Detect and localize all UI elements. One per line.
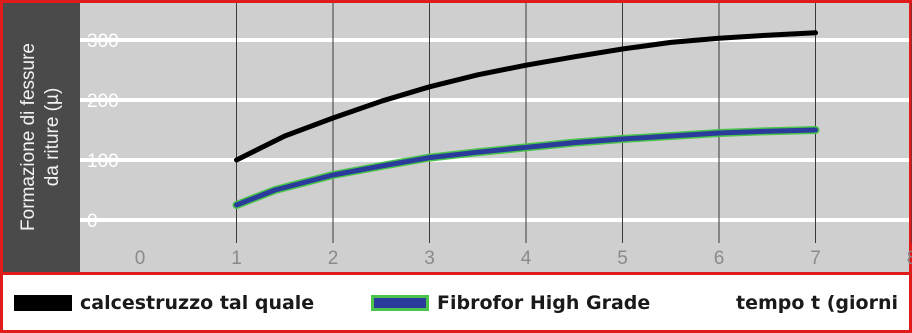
x-tick-label-5: 5: [617, 248, 628, 269]
y-tick-label-2: 200: [87, 91, 119, 112]
plot-background: [80, 3, 909, 272]
y-axis-label-band: [3, 3, 80, 272]
y-tick-label-3: 300: [87, 31, 119, 52]
plot-area: 0 1 2 3 4 5 6 7 8 0 100 200 300: [80, 3, 912, 272]
y-tick-label-0: 0: [87, 211, 98, 232]
legend-swatch-fibrofor: [371, 295, 429, 311]
legend-label-fibrofor: Fibrofor High Grade: [437, 292, 651, 314]
legend-divider: [0, 272, 912, 275]
series-line-1: [234, 127, 818, 208]
x-tick-label-4: 4: [521, 248, 532, 269]
x-tick-label-0: 0: [135, 248, 146, 269]
x-tick-label-7: 7: [810, 248, 821, 269]
x-tick-label-2: 2: [328, 248, 339, 269]
x-tick-label-6: 6: [714, 248, 725, 269]
x-axis-label: tempo t (giorni: [736, 292, 898, 314]
x-tick-label-1: 1: [231, 248, 242, 269]
y-tick-label-1: 100: [87, 151, 119, 172]
legend: calcestruzzo tal quale Fibrofor High Gra…: [0, 275, 912, 330]
legend-item-fibrofor: Fibrofor High Grade: [371, 290, 650, 316]
legend-swatch-calcestruzzo: [14, 295, 72, 311]
series-line-0: [234, 30, 818, 163]
x-tick-label-3: 3: [424, 248, 435, 269]
legend-label-calcestruzzo: calcestruzzo tal quale: [80, 292, 315, 314]
legend-item-calcestruzzo: calcestruzzo tal quale: [14, 290, 314, 316]
x-tick-label-8: 8: [907, 248, 912, 269]
x-axis-label-item: tempo t (giorni: [736, 290, 898, 316]
